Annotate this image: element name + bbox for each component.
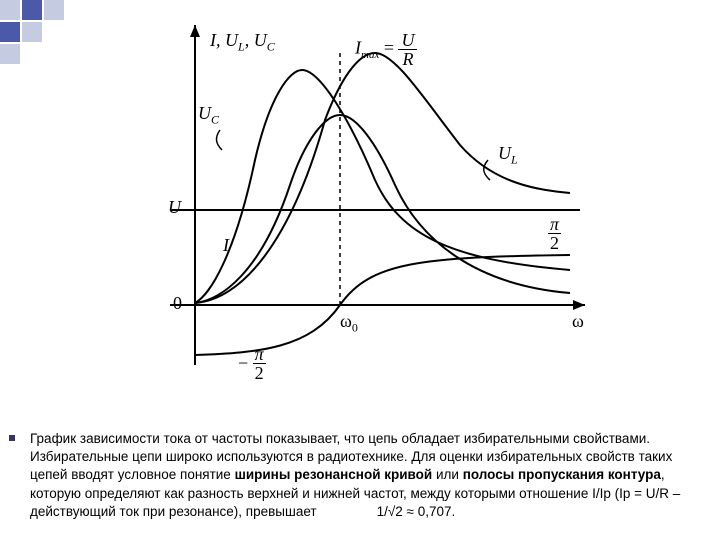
omega-label: ω — [572, 311, 584, 332]
chart-svg — [140, 25, 600, 385]
imax-equation: Imax = U R — [355, 31, 417, 68]
paragraph-text: График зависимости тока от частоты показ… — [30, 430, 700, 521]
ul-label: UL — [498, 143, 518, 168]
minus-pi-over-2: − π 2 — [238, 345, 266, 382]
omega0-label: ω0 — [340, 311, 358, 336]
resonance-chart: I, UL, UC Imax = U R UC UL U I 0 ω0 ω π … — [140, 25, 600, 390]
u-label: U — [168, 197, 181, 218]
pi-over-2-top: π 2 — [548, 215, 561, 254]
y-axis-label: I, UL, UC — [210, 30, 275, 55]
zero-label: 0 — [173, 293, 182, 314]
bullet-icon — [9, 435, 15, 441]
i-label: I — [223, 235, 229, 256]
formula-text: 1/√2 ≈ 0,707. — [377, 504, 456, 519]
uc-label: UC — [198, 103, 219, 128]
